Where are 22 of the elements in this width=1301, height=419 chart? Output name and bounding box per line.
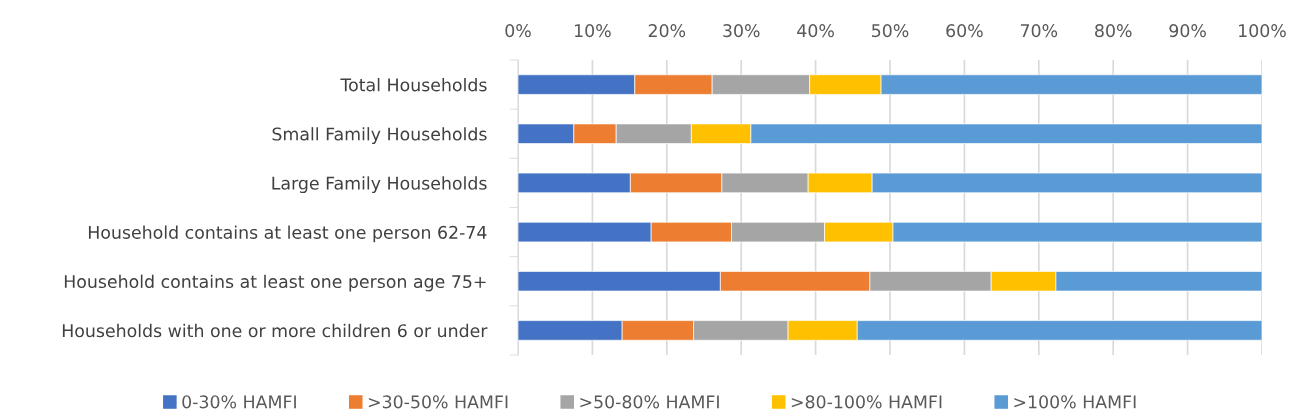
y-tick-label: Total Households (340, 77, 487, 92)
x-tick-label: 10% (575, 24, 611, 38)
legend-label: >50-80% HAMFI (580, 395, 719, 409)
x-tick-label: 50% (872, 24, 909, 38)
x-tick-label: 60% (946, 24, 983, 38)
x-tick-label: 90% (1169, 24, 1206, 38)
x-tick-label: 100% (1239, 24, 1286, 38)
legend-label: 0-30% HAMFI (182, 395, 296, 409)
x-tick-label: 80% (1095, 24, 1132, 38)
legend-label: >100% HAMFI (1014, 395, 1136, 409)
y-tick-label: Households with one or more children 6 or under (62, 323, 488, 338)
x-tick-label: 20% (648, 24, 686, 38)
x-tick-label: 0% (505, 24, 531, 38)
legend-label: >30-50% HAMFI (368, 395, 508, 409)
y-tick-label: Large Family Households (272, 176, 487, 194)
x-tick-label: 40% (797, 24, 834, 38)
legend-label: >80-100% HAMFI (791, 395, 942, 409)
x-tick-label: 30% (723, 24, 760, 38)
y-tick-label: Small Family Households (272, 127, 487, 144)
x-tick-label: 70% (1020, 24, 1058, 38)
y-tick-label: Household contains at least one person 62-74 (88, 225, 487, 243)
y-tick-label: Household contains at least one person age 75+ (64, 274, 486, 292)
